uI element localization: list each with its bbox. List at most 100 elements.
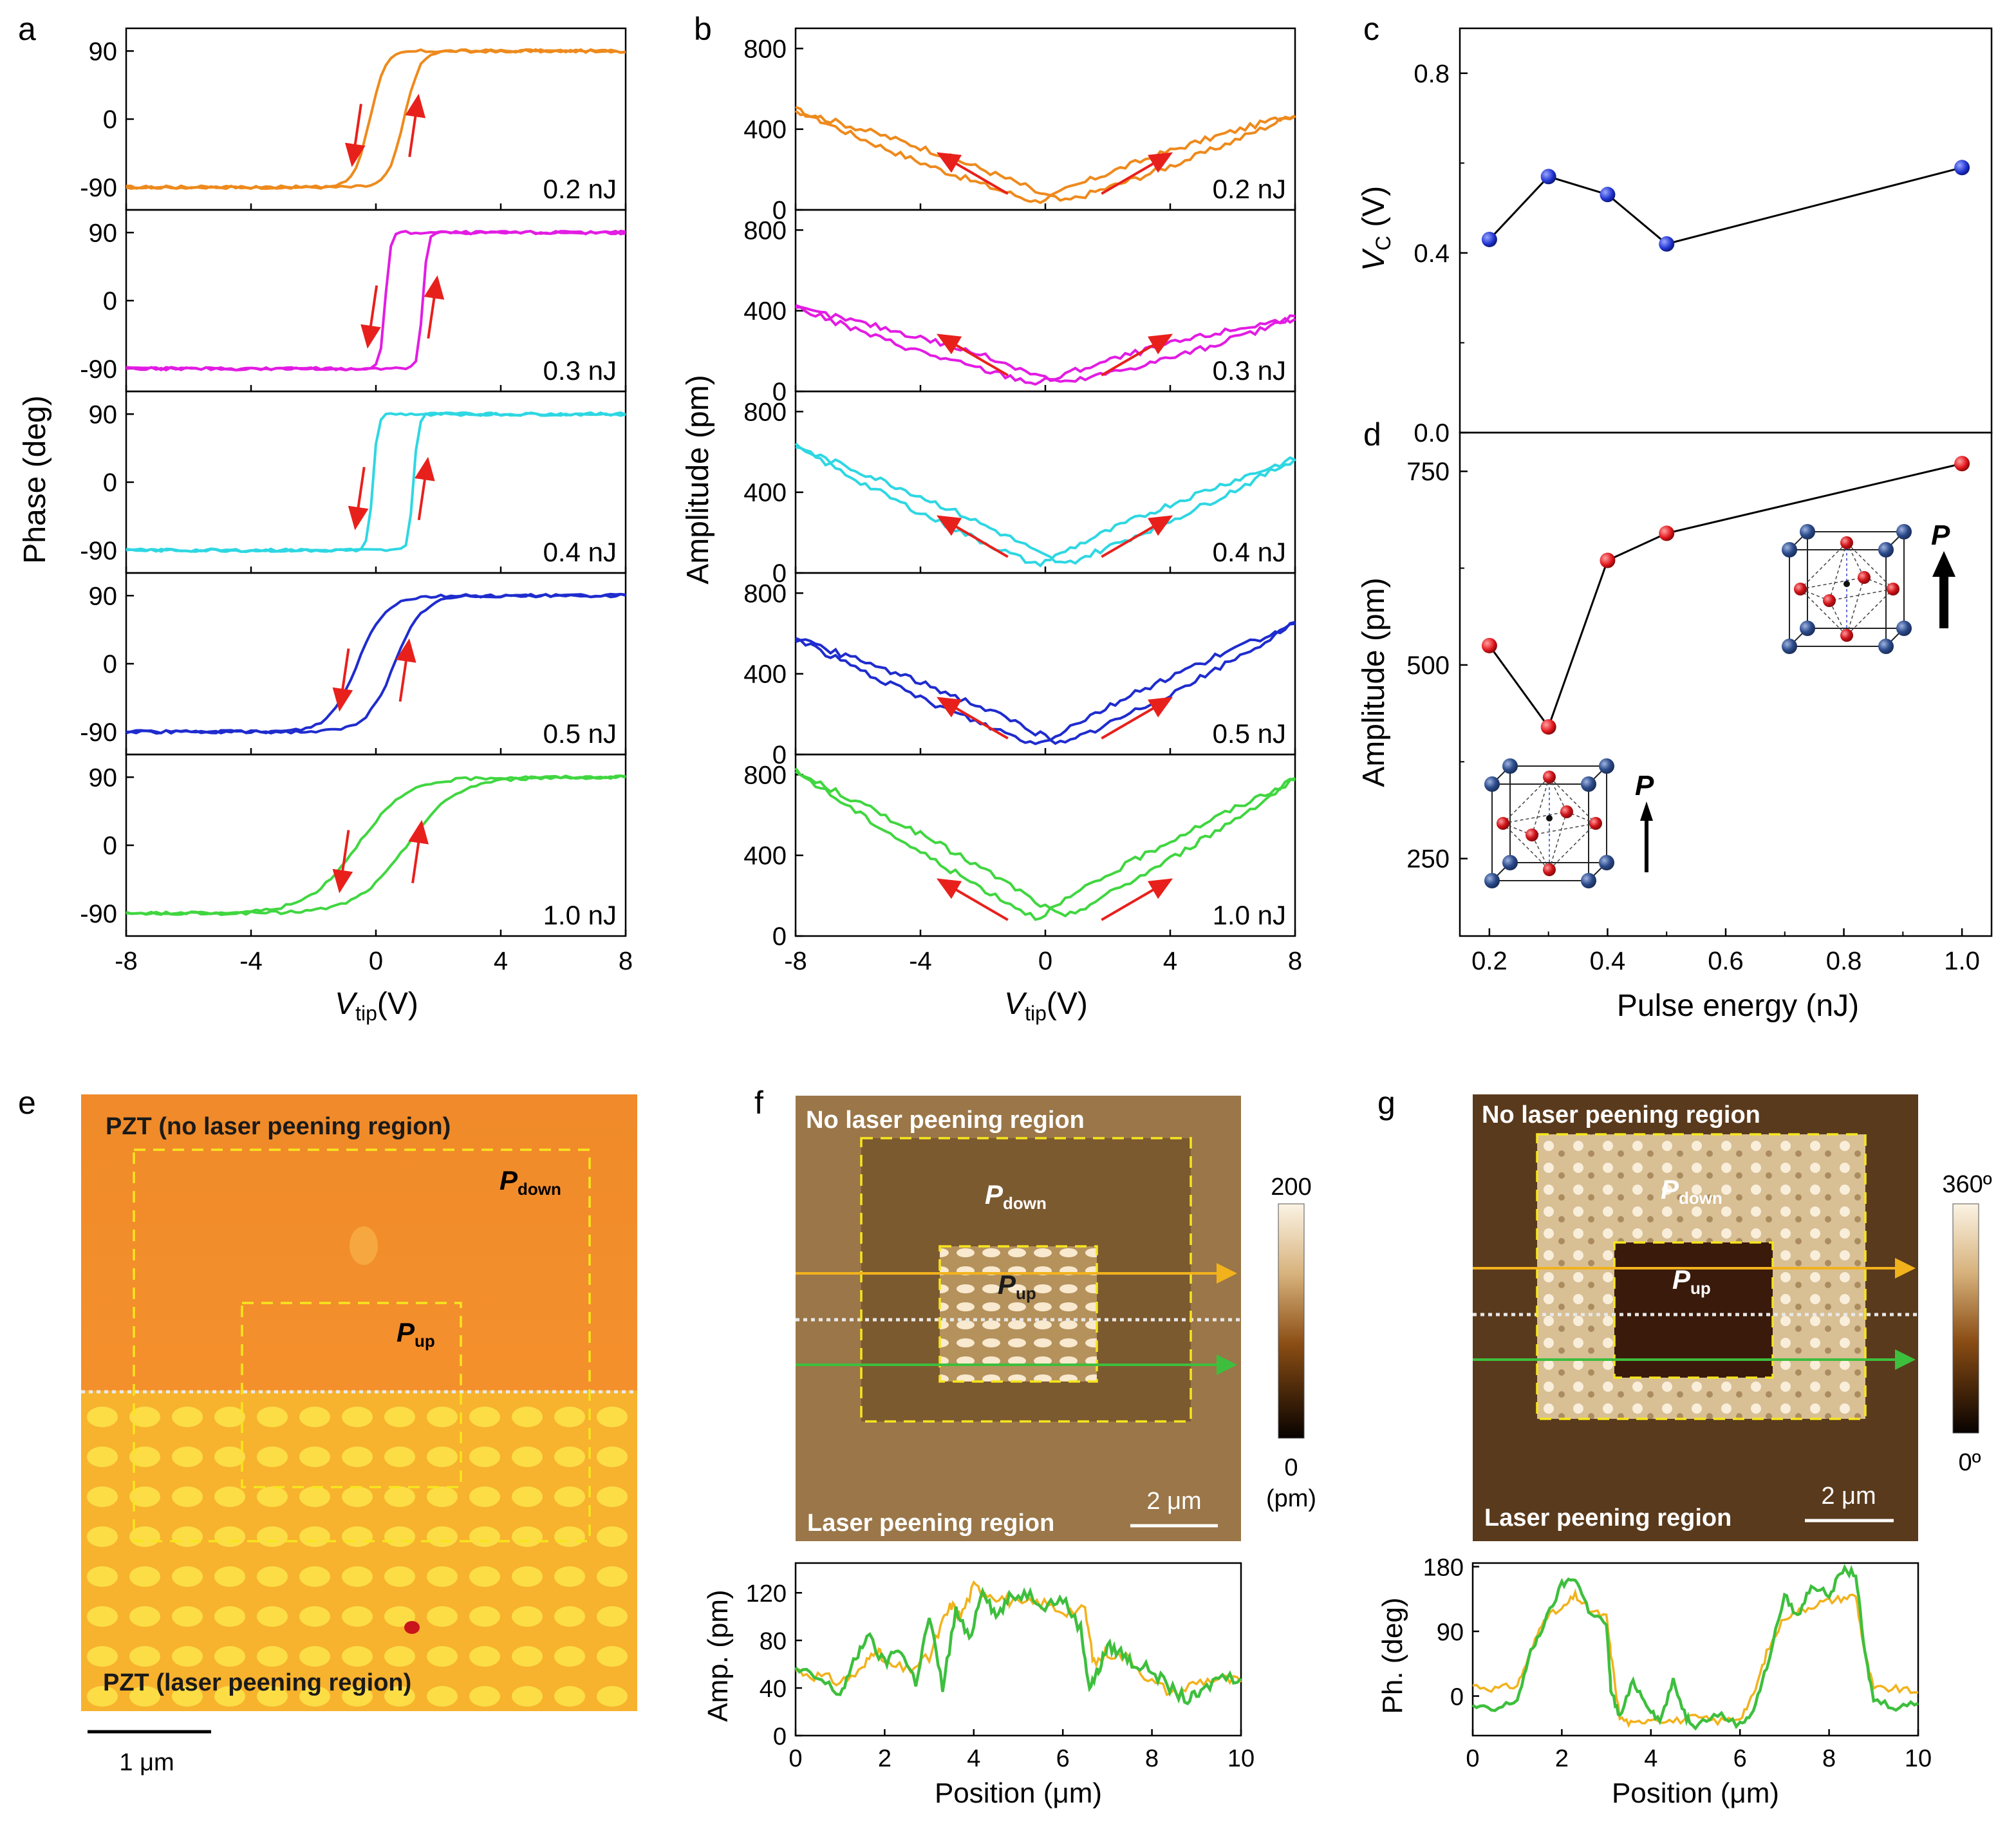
sweep-arrow-right [1101,878,1173,921]
series-label: 1.0 nJ [543,900,617,930]
panel-f-title-top: No laser peening region [806,1107,1085,1134]
polarization-label-small: P [1635,770,1654,801]
y-tick-label: 400 [743,842,787,870]
panel-cd-pulse-energy: 0.8 0.4 0.0 750 500 250 0.2 0.4 0.6 0.8 1.0 [1406,27,1993,975]
x-tick-label: 0.2 [1471,947,1507,975]
octahedron-edge [1531,834,1550,870]
profile-series-orange [795,1580,1242,1701]
y-tick-label: 0 [103,469,117,497]
y-tick-label: 800 [743,398,787,426]
panel-g-cbar-max: 360º [1942,1171,1992,1198]
panel-letter-a: a [18,11,36,47]
x-tick-label: 8 [1145,1745,1159,1772]
panel-d-point [1540,719,1556,735]
a-site-atom [1581,873,1596,888]
series-line-down [794,767,1296,921]
x-tick-label: 2 [878,1745,891,1772]
panel-g-pdown: Pdown [1661,1174,1722,1208]
panel-e-pdown: Pdown [499,1165,561,1199]
panel-c-line [1488,166,1963,245]
y-tick-label: 0 [103,650,117,679]
a-site-atom [1878,542,1894,557]
panel-d-xlabel: Pulse energy (nJ) [1617,989,1859,1023]
polarization-label-large: P [1931,520,1950,551]
x-tick-label: -8 [115,947,138,975]
y-tick-label: 800 [743,579,787,608]
series-line-down [794,442,1296,568]
panel-a-phase-loops: 90 0 -90 0.2 nJ 90 0 -90 0.3 nJ 90 0 -90 0.4 nJ 90 0 -… [80,27,633,975]
panel-letter-e: e [18,1085,36,1121]
panel-g-inner-region [1614,1242,1773,1378]
panel-e-scalebar-label: 1 μm [119,1749,174,1776]
sweep-arrow-left [936,515,1009,558]
x-tick-label: 10 [1227,1745,1255,1772]
panel-e-red-dot [404,1621,420,1634]
panel-f-outer-box [860,1137,1192,1423]
y-tick-label: 400 [743,661,787,689]
series-label: 0.4 nJ [543,537,617,567]
series-line-up [795,445,1296,565]
sweep-arrow-left [936,333,1009,377]
panel-f-profile-ylabel: Amp. (pm) [702,1589,734,1721]
series-label: 0.4 nJ [1213,537,1286,567]
y-tick-label: 800 [743,216,787,245]
a-site-atom [1782,639,1797,654]
panel-letter-g: g [1377,1085,1395,1121]
octahedron-edge [1800,588,1847,636]
panel-c-point [1481,231,1497,247]
oxygen-atom [1497,817,1509,830]
panel-g-title-top: No laser peening region [1482,1101,1760,1129]
panel-c-ylabel: VC (V) [1357,186,1395,271]
polarization-arrowhead-large [1932,551,1955,577]
y-tick-label: 180 [1423,1555,1464,1582]
octahedron-edge [1549,823,1596,870]
panel-f-image: No laser peening region Laser peening re… [796,1096,1241,1541]
octahedron-edge [1829,542,1847,601]
octahedron-edge [1531,823,1596,836]
x-tick-label: 4 [967,1745,980,1772]
panel-f-profile-xlabel: Position (μm) [935,1777,1102,1809]
profile-frame [794,1562,1242,1737]
sweep-arrow-up [405,93,426,158]
profile-series-orange [1472,1588,1919,1729]
oxygen-atom [1543,771,1556,783]
y-tick-label: 800 [743,35,787,63]
x-tick-label: 0.6 [1708,947,1744,975]
y-tick-label: 90 [89,764,118,792]
y-tick-label: 80 [760,1628,787,1655]
y-tick-label: 400 [743,297,787,326]
panel-f-cbar-max: 200 [1271,1174,1311,1201]
oxygen-atom [1840,629,1853,642]
octahedron-edge [1502,823,1550,870]
panel-f-profile-chart: 120 80 40 00 2 4 6 8 10 [746,1562,1255,1772]
sweep-arrow-up [415,456,435,521]
a-site-atom [1599,855,1614,870]
panel-f-title-bottom: Laser peening region [807,1510,1054,1537]
y-tick-label: 0 [103,832,117,860]
profile-series-green [794,1586,1242,1706]
x-tick-label: 4 [1644,1745,1657,1772]
octahedron-edge [1502,776,1550,824]
y-tick-label: 400 [743,479,787,507]
y-tick-label: 250 [1406,845,1450,874]
series-label: 1.0 nJ [1213,900,1286,930]
y-tick-label: -90 [80,174,117,202]
oxygen-atom [1526,829,1538,841]
y-tick-label: 0 [1450,1684,1464,1711]
series-line-up [126,411,626,554]
a-site-atom [1896,621,1912,636]
x-tick-label: 8 [1822,1745,1836,1772]
panel-e-outer-box [133,1148,591,1542]
octahedron-edge [1549,811,1567,870]
y-tick-label: 0.0 [1414,419,1450,447]
sweep-arrow-up [395,638,416,702]
panel-e-bottom-region [81,1391,637,1711]
octahedron-edge [1549,776,1567,812]
series-line-down [795,621,1296,745]
octahedron-edge [1846,542,1865,578]
oxygen-atom [1794,583,1807,595]
sweep-arrow-up [424,275,445,339]
y-tick-label: 0 [103,106,117,134]
oxygen-atom [1858,571,1871,584]
panel-f-cbar-unit: (pm) [1266,1485,1316,1512]
